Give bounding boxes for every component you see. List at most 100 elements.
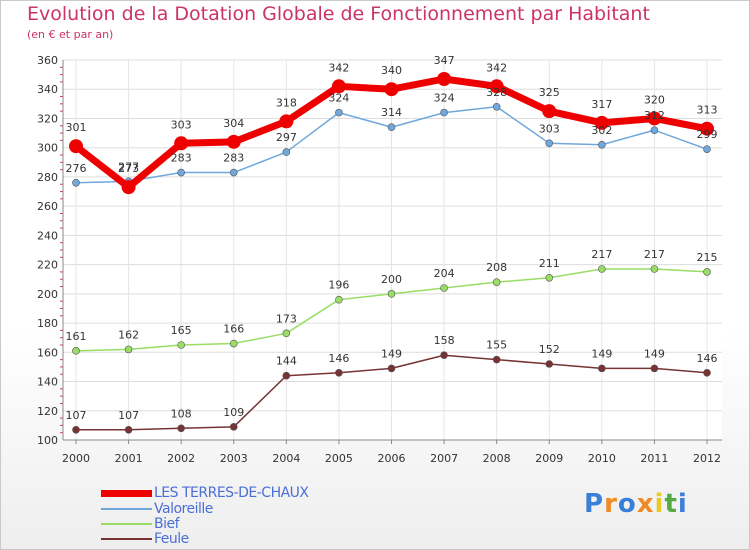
point-terres-de-chaux-2004 <box>279 114 294 129</box>
data-label-bief-2011: 217 <box>644 248 665 261</box>
data-label-feule-2004: 144 <box>276 355 297 368</box>
data-label-terres-de-chaux-2006: 340 <box>381 64 402 77</box>
legend-swatch-terres-de-chaux <box>101 490 152 497</box>
point-valoreille-2004 <box>282 148 291 156</box>
x-tick-label-2010: 2010 <box>588 452 616 465</box>
data-label-terres-de-chaux-2007: 347 <box>434 54 455 67</box>
point-terres-de-chaux-2008 <box>489 79 504 94</box>
data-label-feule-2010: 149 <box>591 347 612 360</box>
x-tick-label-2011: 2011 <box>640 452 668 465</box>
point-bief-2012 <box>703 268 711 276</box>
y-tick-label-360: 360 <box>37 54 58 67</box>
point-bief-2011 <box>650 265 659 273</box>
y-tick-label-120: 120 <box>37 405 58 418</box>
y-tick-label-160: 160 <box>37 346 58 359</box>
point-valoreille-2005 <box>335 108 343 117</box>
point-feule-2002 <box>177 424 185 433</box>
data-label-feule-2003: 109 <box>223 406 244 419</box>
point-terres-de-chaux-2012 <box>700 121 714 136</box>
point-feule-2004 <box>282 371 291 380</box>
y-tick-label-240: 240 <box>37 229 58 242</box>
data-label-valoreille-2012: 299 <box>697 128 718 141</box>
data-label-terres-de-chaux-2002: 303 <box>171 118 192 131</box>
point-valoreille-2000 <box>72 178 80 187</box>
data-label-feule-2000: 107 <box>66 409 87 422</box>
point-feule-2008 <box>492 355 501 364</box>
data-label-bief-2001: 162 <box>118 328 139 341</box>
point-feule-2010 <box>598 364 606 373</box>
data-label-bief-2005: 196 <box>328 279 349 292</box>
logo-letter: r <box>604 489 618 519</box>
data-label-bief-2004: 173 <box>276 312 297 325</box>
y-tick-label-220: 220 <box>37 259 58 272</box>
point-terres-de-chaux-2000 <box>69 139 83 154</box>
point-valoreille-2011 <box>650 126 659 134</box>
data-label-terres-de-chaux-2001: 273 <box>118 162 139 175</box>
data-label-feule-2001: 107 <box>118 409 139 422</box>
point-bief-2002 <box>177 341 185 349</box>
point-feule-2012 <box>703 368 711 377</box>
y-tick-label-320: 320 <box>37 112 58 125</box>
data-label-terres-de-chaux-2011: 320 <box>644 93 665 106</box>
point-valoreille-2003 <box>229 168 238 177</box>
data-label-bief-2006: 200 <box>381 273 402 286</box>
series-lines <box>69 72 714 434</box>
point-terres-de-chaux-2001 <box>121 180 136 195</box>
data-label-feule-2005: 146 <box>328 352 349 365</box>
data-label-bief-2010: 217 <box>591 248 612 261</box>
data-label-valoreille-2000: 276 <box>66 162 87 175</box>
point-valoreille-2008 <box>492 102 501 111</box>
point-terres-de-chaux-2007 <box>437 72 452 86</box>
data-label-bief-2003: 166 <box>223 323 244 336</box>
logo-letter: o <box>617 489 637 519</box>
point-feule-2009 <box>545 360 554 368</box>
x-tick-label-2000: 2000 <box>62 452 90 465</box>
point-terres-de-chaux-2005 <box>331 79 346 94</box>
data-label-valoreille-2001: 277 <box>118 160 139 173</box>
point-bief-2003 <box>229 339 238 348</box>
data-label-valoreille-2010: 302 <box>591 124 612 137</box>
axes: 100 120 140 160 180 200 220 240 260 280 300 320 340 3… <box>37 54 722 465</box>
data-label-terres-de-chaux-2008: 342 <box>486 61 507 74</box>
point-bief-2008 <box>492 278 501 286</box>
data-label-terres-de-chaux-2000: 301 <box>66 121 87 134</box>
y-tick-label-280: 280 <box>37 171 58 184</box>
point-valoreille-2012 <box>703 145 711 153</box>
x-tick-label-2001: 2001 <box>115 452 143 465</box>
x-tick-label-2003: 2003 <box>220 452 248 465</box>
data-labels: 107 107 108 109 144 146 149 158 155 152 149 149 146 1… <box>66 54 718 422</box>
data-label-valoreille-2004: 297 <box>276 131 297 144</box>
chart-subtitle: (en € et par an) <box>27 28 114 41</box>
y-tick-label-200: 200 <box>37 288 58 301</box>
data-label-valoreille-2009: 303 <box>539 122 560 135</box>
data-label-valoreille-2008: 328 <box>486 86 507 99</box>
legend-swatch-valoreille <box>101 508 152 510</box>
point-feule-2007 <box>440 351 448 360</box>
point-feule-2000 <box>72 425 80 434</box>
point-terres-de-chaux-2003 <box>226 134 241 149</box>
chart-title: Evolution de la Dotation Globale de Fonc… <box>27 3 650 25</box>
legend-label-terres-de-chaux: LES TERRES-DE-CHAUX <box>154 485 309 501</box>
point-valoreille-2007 <box>440 108 448 117</box>
data-label-terres-de-chaux-2004: 318 <box>276 96 297 109</box>
point-valoreille-2006 <box>387 123 396 132</box>
x-tick-label-2007: 2007 <box>430 452 458 465</box>
data-label-terres-de-chaux-2003: 304 <box>223 117 244 130</box>
data-label-bief-2007: 204 <box>434 267 455 280</box>
data-label-feule-2009: 152 <box>539 343 560 356</box>
point-bief-2000 <box>72 347 80 355</box>
point-bief-2009 <box>545 273 554 282</box>
proxiti-logo: Proxiti <box>584 489 688 519</box>
point-terres-de-chaux-2010 <box>594 115 609 130</box>
data-label-bief-2008: 208 <box>486 261 507 274</box>
point-terres-de-chaux-2006 <box>384 82 399 97</box>
data-label-valoreille-2003: 283 <box>223 152 244 165</box>
y-tick-label-100: 100 <box>37 434 58 447</box>
x-tick-label-2006: 2006 <box>378 452 406 465</box>
point-feule-2011 <box>650 364 659 373</box>
logo-letter: i <box>654 489 665 519</box>
data-label-feule-2002: 108 <box>171 407 192 420</box>
logo-letter: i <box>677 489 688 519</box>
y-tick-label-300: 300 <box>37 142 58 155</box>
